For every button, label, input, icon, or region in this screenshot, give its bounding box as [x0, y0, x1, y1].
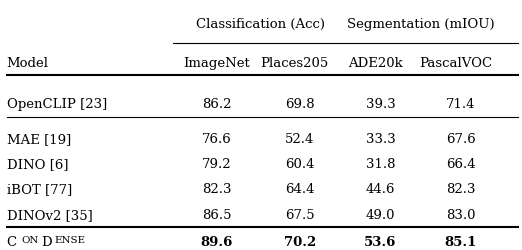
Text: 71.4: 71.4	[446, 98, 476, 111]
Text: 85.1: 85.1	[445, 236, 477, 249]
Text: ENSE: ENSE	[54, 236, 86, 245]
Text: 60.4: 60.4	[285, 158, 315, 171]
Text: 86.5: 86.5	[202, 209, 232, 222]
Text: 52.4: 52.4	[285, 133, 315, 146]
Text: 83.0: 83.0	[446, 209, 476, 222]
Text: 64.4: 64.4	[285, 184, 315, 196]
Text: C: C	[7, 236, 17, 249]
Text: 49.0: 49.0	[366, 209, 395, 222]
Text: DINOv2 [35]: DINOv2 [35]	[7, 209, 92, 222]
Text: 39.3: 39.3	[365, 98, 395, 111]
Text: 69.8: 69.8	[285, 98, 315, 111]
Text: 31.8: 31.8	[366, 158, 395, 171]
Text: 44.6: 44.6	[366, 184, 395, 196]
Text: 79.2: 79.2	[202, 158, 232, 171]
Text: 53.6: 53.6	[364, 236, 397, 249]
Text: Model: Model	[7, 57, 49, 70]
Text: 33.3: 33.3	[365, 133, 395, 146]
Text: 82.3: 82.3	[446, 184, 476, 196]
Text: Segmentation (mIOU): Segmentation (mIOU)	[347, 18, 494, 30]
Text: PascalVOC: PascalVOC	[419, 57, 492, 70]
Text: 66.4: 66.4	[446, 158, 476, 171]
Text: 67.6: 67.6	[446, 133, 476, 146]
Text: 82.3: 82.3	[202, 184, 232, 196]
Text: Classification (Acc): Classification (Acc)	[196, 18, 326, 30]
Text: 89.6: 89.6	[200, 236, 233, 249]
Text: ADE20k: ADE20k	[348, 57, 402, 70]
Text: MAE [19]: MAE [19]	[7, 133, 71, 146]
Text: 70.2: 70.2	[284, 236, 316, 249]
Text: DINO [6]: DINO [6]	[7, 158, 68, 171]
Text: OpenCLIP [23]: OpenCLIP [23]	[7, 98, 107, 111]
Text: Places205: Places205	[260, 57, 329, 70]
Text: ON: ON	[21, 236, 39, 245]
Text: iBOT [77]: iBOT [77]	[7, 184, 72, 196]
Text: 67.5: 67.5	[285, 209, 315, 222]
Text: ImageNet: ImageNet	[184, 57, 250, 70]
Text: 86.2: 86.2	[202, 98, 232, 111]
Text: D: D	[41, 236, 52, 249]
Text: 76.6: 76.6	[202, 133, 232, 146]
